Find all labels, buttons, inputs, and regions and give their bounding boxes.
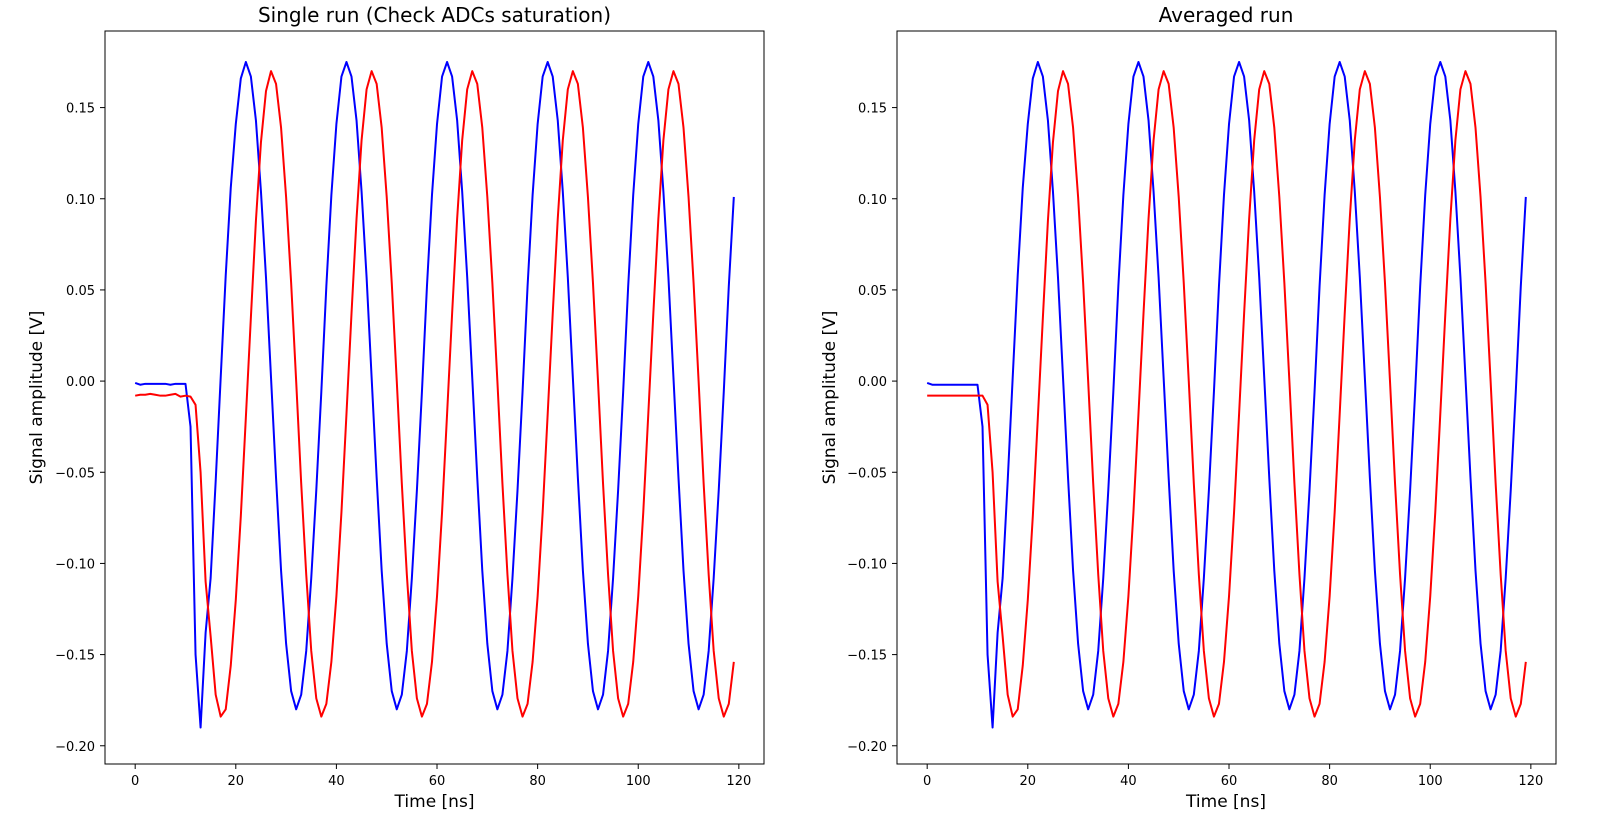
y-axis-label: Signal amplitude [V]: [820, 311, 840, 485]
axes-frame: [896, 30, 1557, 765]
x-tick-label: 0: [131, 774, 139, 789]
x-tick-label: 80: [529, 774, 546, 789]
y-tick-label: 0.15: [66, 102, 95, 117]
x-tick-label: 20: [228, 774, 245, 789]
x-tick-label: 60: [429, 774, 446, 789]
y-axis-label: Signal amplitude [V]: [27, 311, 47, 485]
x-axis-label: Time [ns]: [394, 792, 475, 812]
y-tick-label: −0.05: [55, 466, 95, 481]
x-tick-label: 80: [1321, 774, 1338, 789]
y-tick-label: 0.00: [858, 375, 887, 390]
y-tick-label: −0.15: [55, 649, 95, 664]
x-tick-label: 60: [1221, 774, 1238, 789]
chart-title: Averaged run: [1159, 3, 1294, 27]
y-tick-label: −0.05: [847, 466, 887, 481]
chart-title: Single run (Check ADCs saturation): [258, 3, 611, 27]
x-tick-label: 100: [1418, 774, 1443, 789]
x-tick-label: 40: [1120, 774, 1137, 789]
series-line-1: [134, 61, 735, 729]
y-tick-label: −0.10: [55, 557, 95, 572]
y-tick-label: 0.10: [66, 193, 95, 208]
series-line-2: [135, 70, 735, 718]
x-axis-label: Time [ns]: [1185, 792, 1266, 812]
series-line-2: [927, 70, 1527, 718]
x-tick-label: 100: [626, 774, 651, 789]
y-tick-label: 0.05: [66, 284, 95, 299]
y-tick-label: 0.10: [858, 193, 887, 208]
x-tick-label: 0: [923, 774, 931, 789]
y-tick-label: 0.15: [858, 102, 887, 117]
x-tick-label: 40: [328, 774, 345, 789]
plot-area: 0 20 40 60 80 100 120 −0.20 −0.15 −0.10 −0.05 0.00 0…: [55, 61, 751, 789]
y-tick-label: −0.10: [847, 557, 887, 572]
y-tick-label: −0.20: [847, 740, 887, 755]
y-tick-label: 0.05: [858, 284, 887, 299]
chart-averaged-run: Averaged run 0 20 40 60 80 100 120 −0.20 −0.15 −0…: [820, 3, 1557, 812]
chart-single-run: Single run (Check ADCs saturation) 0 20 40…: [27, 3, 765, 812]
plot-area: 0 20 40 60 80 100 120 −0.20 −0.15 −0.10 −0.05 0.00 0…: [847, 61, 1543, 789]
x-tick-label: 20: [1020, 774, 1037, 789]
axes-frame: [104, 30, 765, 765]
y-tick-label: −0.15: [847, 649, 887, 664]
y-tick-label: 0.00: [66, 375, 95, 390]
x-tick-label: 120: [1518, 774, 1543, 789]
y-tick-label: −0.20: [55, 740, 95, 755]
x-tick-label: 120: [726, 774, 751, 789]
series-line-1: [926, 61, 1527, 729]
